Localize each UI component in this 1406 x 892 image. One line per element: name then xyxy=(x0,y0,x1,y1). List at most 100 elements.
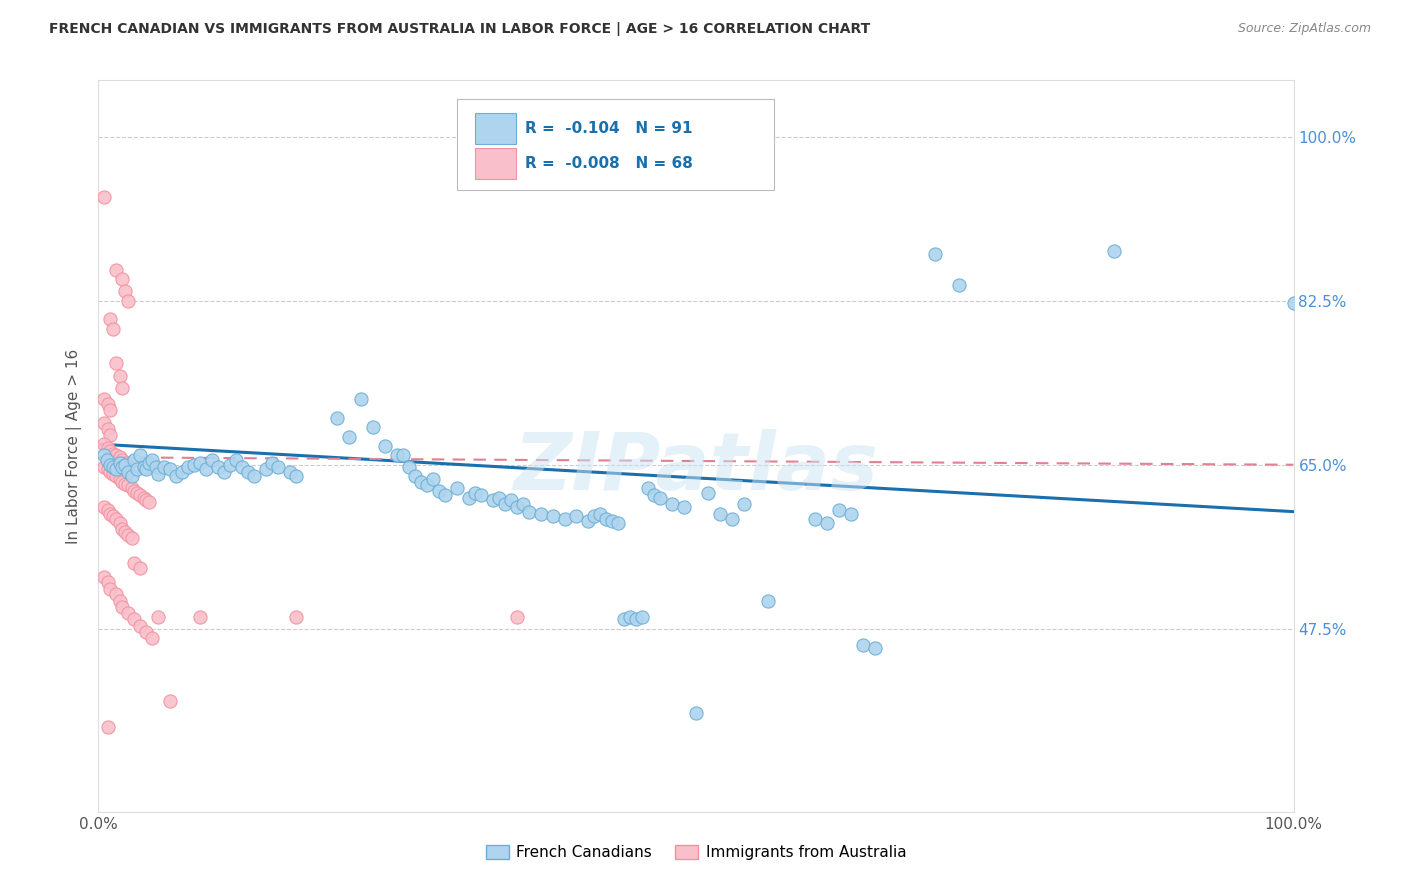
Text: ZIPatlas: ZIPatlas xyxy=(513,429,879,507)
Point xyxy=(111,459,134,474)
Point xyxy=(685,706,707,721)
FancyBboxPatch shape xyxy=(475,148,516,179)
Point xyxy=(124,556,146,570)
Point xyxy=(101,509,124,524)
Point xyxy=(948,277,970,292)
Point xyxy=(121,531,143,545)
Point xyxy=(236,465,259,479)
Point xyxy=(207,459,229,474)
Point xyxy=(602,514,624,528)
Point xyxy=(129,488,152,502)
Point xyxy=(141,632,163,646)
Point xyxy=(153,459,176,474)
Point xyxy=(607,516,630,530)
Y-axis label: In Labor Force | Age > 16: In Labor Force | Age > 16 xyxy=(66,349,83,543)
Point xyxy=(411,475,433,489)
Point xyxy=(422,472,444,486)
Point xyxy=(841,507,863,521)
Point xyxy=(98,403,122,417)
Point xyxy=(135,462,157,476)
Point xyxy=(108,450,131,465)
Point xyxy=(97,502,120,516)
Point xyxy=(125,486,148,500)
Point xyxy=(101,459,124,474)
Point xyxy=(98,427,122,442)
Point xyxy=(363,420,385,434)
Point xyxy=(643,488,665,502)
Point xyxy=(108,593,131,607)
Point xyxy=(416,478,439,492)
Point xyxy=(517,505,540,519)
Point xyxy=(98,458,122,472)
Point xyxy=(260,456,283,470)
Point xyxy=(165,469,187,483)
Point xyxy=(924,246,946,260)
Point xyxy=(499,493,522,508)
Point xyxy=(225,453,247,467)
Point xyxy=(339,429,361,443)
Point xyxy=(648,491,672,505)
Point xyxy=(93,416,115,430)
Point xyxy=(494,497,516,511)
Point xyxy=(105,469,128,483)
Point xyxy=(470,488,492,502)
Point xyxy=(98,582,122,596)
Point xyxy=(512,497,534,511)
Point xyxy=(188,609,211,624)
Point xyxy=(93,459,115,474)
Point xyxy=(398,459,420,474)
Point xyxy=(481,493,505,508)
Point xyxy=(565,509,588,524)
Point xyxy=(117,606,139,620)
Point xyxy=(506,500,529,514)
Point xyxy=(219,458,242,472)
Point xyxy=(132,459,155,474)
Point xyxy=(114,458,136,472)
Point xyxy=(101,322,124,336)
Point xyxy=(111,600,134,615)
Point xyxy=(93,449,115,463)
Point xyxy=(97,574,120,589)
Point xyxy=(243,469,266,483)
Point xyxy=(108,456,131,470)
Point xyxy=(578,514,600,528)
Point xyxy=(350,392,373,406)
Point xyxy=(589,507,612,521)
Point xyxy=(1282,296,1305,310)
Point xyxy=(284,609,307,624)
Point xyxy=(583,509,606,524)
Point xyxy=(201,453,224,467)
Point xyxy=(117,478,139,492)
Point xyxy=(212,465,235,479)
Point xyxy=(117,293,139,308)
Point xyxy=(148,609,170,624)
FancyBboxPatch shape xyxy=(457,99,773,190)
Text: R =  -0.104   N = 91: R = -0.104 N = 91 xyxy=(524,121,693,136)
Point xyxy=(159,694,181,708)
Point xyxy=(488,491,510,505)
Point xyxy=(97,720,120,734)
Point xyxy=(132,491,155,505)
Point xyxy=(97,397,120,411)
Point xyxy=(141,453,163,467)
Point xyxy=(756,593,779,607)
Point xyxy=(97,441,120,455)
Point xyxy=(105,356,128,370)
Point xyxy=(427,483,450,498)
Point xyxy=(541,509,564,524)
Point xyxy=(108,368,131,383)
Point xyxy=(105,449,128,463)
Point xyxy=(188,456,211,470)
Point xyxy=(93,437,115,451)
Point xyxy=(626,612,648,626)
Point xyxy=(105,462,128,476)
Point xyxy=(172,465,194,479)
Point xyxy=(145,459,167,474)
Point xyxy=(98,507,122,521)
Point xyxy=(392,449,415,463)
Point xyxy=(595,512,617,526)
Point xyxy=(195,462,218,476)
Point xyxy=(464,486,486,500)
Legend: French Canadians, Immigrants from Australia: French Canadians, Immigrants from Austra… xyxy=(479,838,912,866)
Point xyxy=(385,449,409,463)
